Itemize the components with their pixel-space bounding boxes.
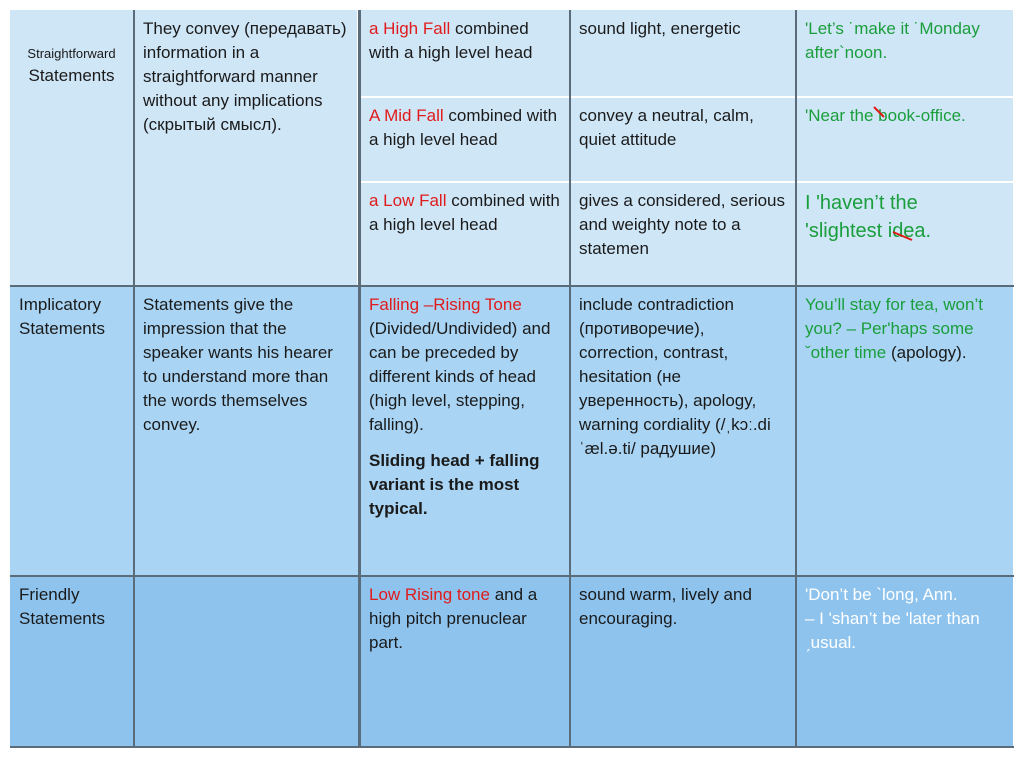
description-cell-friendly (134, 576, 360, 747)
effect-cell-low-fall: gives a considered, serious and weighty … (570, 182, 796, 286)
type-cell-friendly: Friendly Statements (10, 576, 134, 747)
tone-name: Falling –Rising Tone (369, 295, 522, 314)
tone-cell-high-fall: a High Fall combined with a high level h… (360, 10, 570, 97)
column-divider (569, 10, 571, 747)
effect-cell-falling-rising: include contradiction (противоречие), co… (570, 286, 796, 576)
tone-cell-low-fall: a Low Fall combined with a high level he… (360, 182, 570, 286)
example-cell-falling-rising: You’ll stay for tea, won’t you? – Per'ha… (796, 286, 1014, 576)
row-divider (360, 181, 1014, 183)
tone-name: Low Rising tone (369, 585, 490, 604)
example-text: You’ll stay for tea, won’t you? – Per'ha… (805, 295, 983, 362)
tone-description: combined with a high level head (369, 191, 560, 234)
example-cell-high-fall: 'Let’s ˙make it ˙Monday after`noon. (796, 10, 1014, 97)
row-divider (360, 96, 1014, 98)
example-cell-mid-fall: 'Near the book-office. (796, 97, 1014, 182)
column-divider (795, 10, 797, 747)
tone-description: combined with a high level head (369, 106, 558, 149)
tone-mark-icon (873, 106, 885, 118)
example-cell-low-fall: I 'haven’t the 'slightest idea. (796, 182, 1014, 286)
type-label: Implicatory Statements (19, 295, 105, 338)
tone-description: combined with a high level head (369, 19, 533, 62)
column-divider (358, 10, 361, 747)
tone-name: a Low Fall (369, 191, 447, 210)
type-cell-straightforward: Straightforward Statements (10, 10, 134, 286)
tone-cell-mid-fall: A Mid Fall combined with a high level he… (360, 97, 570, 182)
effect-text: gives a considered, serious and weighty … (579, 191, 786, 258)
description-text: Statements give the impression that the … (143, 295, 333, 434)
tone-name: A Mid Fall (369, 106, 444, 125)
description-cell-implicatory: Statements give the impression that the … (134, 286, 360, 576)
tone-description: and a high pitch prenuclear part. (369, 585, 538, 652)
example-line-2: – I 'shan’t be 'later than ˏusual. (805, 609, 980, 652)
description-text: They convey (передавать) information in … (143, 19, 347, 134)
type-cell-implicatory: Implicatory Statements (10, 286, 134, 576)
tone-note: Sliding head + falling variant is the mo… (369, 451, 540, 518)
tone-cell-low-rising: Low Rising tone and a high pitch prenucl… (360, 576, 570, 747)
tone-mark-icon (892, 231, 913, 241)
description-cell-straightforward: They convey (передавать) information in … (134, 10, 358, 286)
tone-description: (Divided/Undivided) and can be preceded … (369, 319, 551, 434)
table-border (10, 746, 1014, 748)
type-label-2: Statements (28, 66, 115, 85)
effect-text: include contradiction (противоречие), co… (579, 295, 771, 458)
effect-cell-high-fall: sound light, energetic (570, 10, 796, 97)
example-note: (apology). (886, 343, 967, 362)
effect-text: convey a neutral, calm, quiet attitude (579, 106, 754, 149)
example-line-1: 'Don’t be `long, Ann. (805, 585, 958, 604)
type-label: Friendly Statements (19, 585, 105, 628)
row-divider (10, 575, 1014, 577)
effect-cell-low-rising: sound warm, lively and encouraging. (570, 576, 796, 747)
tone-cell-falling-rising: Falling –Rising Tone (Divided/Undivided)… (360, 286, 570, 576)
tone-name: a High Fall (369, 19, 451, 38)
effect-text: sound warm, lively and encouraging. (579, 585, 752, 628)
example-line-1: I 'haven’t the (805, 192, 918, 214)
type-label: Straightforward (27, 46, 116, 61)
effect-text: sound light, energetic (579, 19, 741, 38)
effect-cell-mid-fall: convey a neutral, calm, quiet attitude (570, 97, 796, 182)
statements-table: Straightforward Statements They convey (… (10, 10, 1014, 748)
column-divider (133, 10, 135, 747)
example-text: 'Near the book-office. (805, 106, 966, 125)
example-cell-low-rising: 'Don’t be `long, Ann. – I 'shan’t be 'la… (796, 576, 1014, 747)
row-divider (10, 285, 1014, 287)
example-text: 'Let’s ˙make it ˙Monday after`noon. (805, 19, 980, 62)
example-line-2: 'slightest idea. (805, 220, 932, 242)
